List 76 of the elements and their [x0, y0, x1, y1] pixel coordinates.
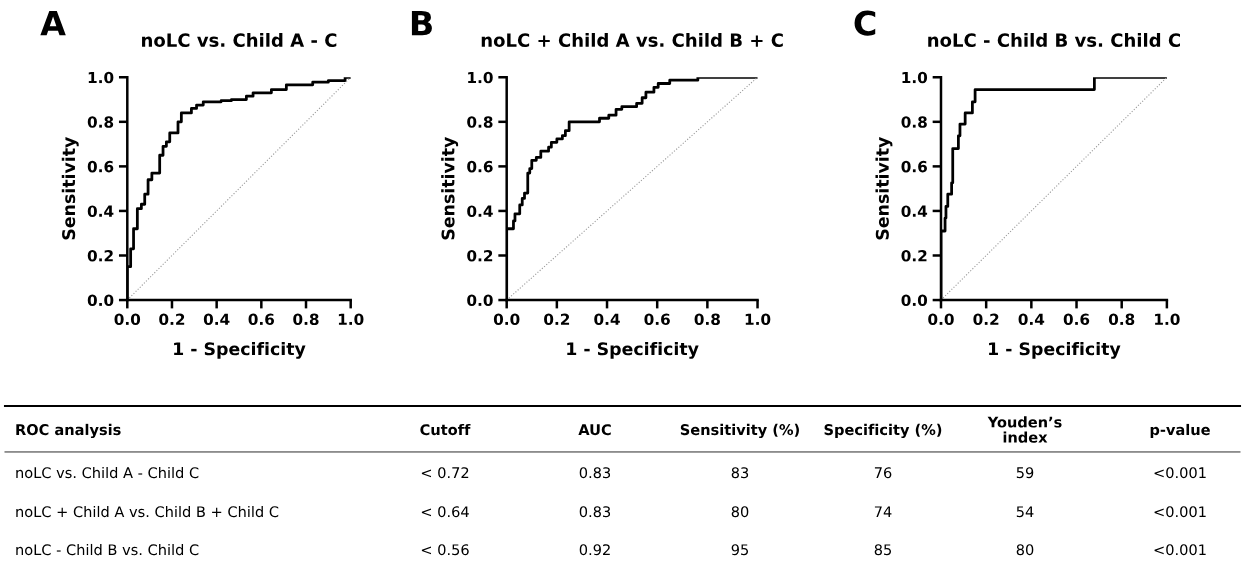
y-axis-title: Sensitivity — [441, 136, 459, 240]
y-tick-label: 0.2 — [467, 249, 493, 262]
chart-title: noLC vs. Child A - C — [142, 32, 337, 47]
x-tick-label: 0.2 — [973, 313, 999, 326]
x-axis-title: 1 - Specificity — [567, 341, 699, 359]
text: <0.001 — [1154, 544, 1206, 556]
chart-title: noLC + Child A vs. Child B + C — [481, 32, 783, 47]
x-tick-label: 0.4 — [203, 313, 230, 326]
x-axis-title: 1 - Specificity — [989, 341, 1121, 359]
y-tick-label: 0.8 — [87, 116, 114, 128]
text: A — [40, 10, 66, 36]
y-tick-label: 0.0 — [87, 294, 114, 307]
y-tick-label: 1.0 — [468, 71, 493, 84]
y-tick-label: 0.0 — [901, 294, 928, 307]
y-tick-label: 0.8 — [467, 116, 493, 128]
y-tick-label: 0.2 — [87, 249, 113, 262]
x-tick-label: 0.0 — [493, 313, 520, 326]
y-tick-label: 0.4 — [87, 205, 114, 217]
text: 83 — [731, 467, 749, 479]
text: 59 — [1016, 467, 1034, 479]
text: 0.83 — [579, 467, 611, 479]
category-label: Sensitivity (%) — [680, 423, 799, 439]
y-tick-label: 0.0 — [467, 294, 493, 307]
x-tick-label: 0.0 — [928, 313, 954, 326]
x-tick-label: 0.4 — [594, 313, 620, 326]
x-tick-label: 0.6 — [248, 313, 275, 326]
x-tick-label: 0.0 — [114, 313, 141, 326]
y-tick-label: 0.6 — [87, 160, 114, 173]
x-tick-label: 1.0 — [745, 313, 771, 326]
x-tick-label: 0.2 — [159, 313, 185, 326]
y-tick-label: 1.0 — [88, 71, 114, 84]
x-axis-title: 1 - Specificity — [174, 341, 306, 359]
text: B — [411, 10, 432, 36]
category-label: noLC - Child B vs. Child C — [16, 543, 199, 556]
text: 74 — [874, 506, 892, 518]
text: 85 — [874, 544, 891, 556]
category-label: Youden’s index — [987, 416, 1062, 443]
x-tick-label: 0.8 — [293, 313, 319, 326]
y-tick-label: 0.6 — [901, 160, 927, 173]
y-tick-label: 0.2 — [901, 249, 927, 262]
text: 0.92 — [579, 544, 610, 556]
category-label: AUC — [578, 424, 611, 436]
text: 80 — [1016, 544, 1034, 556]
category-label: noLC vs. Child A - Child C — [16, 466, 199, 479]
y-axis-title: Sensitivity — [875, 136, 893, 240]
category-label: Specificity (%) — [824, 423, 942, 439]
x-tick-label: 0.2 — [544, 313, 570, 326]
text: <0.001 — [1154, 467, 1206, 479]
text: < 0.64 — [421, 506, 469, 518]
x-tick-label: 0.4 — [1018, 313, 1045, 326]
x-tick-label: 1.0 — [338, 313, 364, 326]
y-tick-label: 1.0 — [902, 71, 928, 84]
category-label: p-value — [1150, 423, 1210, 439]
text: 0.83 — [579, 506, 611, 518]
text: 80 — [731, 506, 749, 518]
x-tick-label: 0.8 — [694, 313, 720, 326]
x-tick-label: 0.6 — [1063, 313, 1090, 326]
text: 54 — [1016, 506, 1034, 518]
y-tick-label: 0.6 — [467, 160, 493, 173]
text: < 0.72 — [421, 467, 469, 479]
category-label: Cutoff — [420, 423, 471, 436]
y-tick-label: 0.4 — [467, 205, 493, 217]
category-label: noLC + Child A vs. Child B + Child C — [16, 505, 279, 518]
text: 95 — [731, 544, 748, 556]
x-tick-label: 0.8 — [1108, 313, 1135, 326]
y-tick-label: 0.4 — [901, 205, 928, 217]
y-tick-label: 0.8 — [901, 116, 927, 128]
x-tick-label: 1.0 — [1155, 313, 1180, 326]
text: <0.001 — [1154, 506, 1206, 518]
text: < 0.56 — [421, 544, 469, 556]
y-axis-title: Sensitivity — [61, 136, 79, 240]
text: 76 — [874, 467, 892, 479]
category-label: ROC analysis — [16, 423, 121, 439]
text: C — [854, 10, 876, 36]
chart-title: noLC - Child B vs. Child C — [928, 32, 1180, 47]
x-tick-label: 0.6 — [644, 313, 670, 326]
